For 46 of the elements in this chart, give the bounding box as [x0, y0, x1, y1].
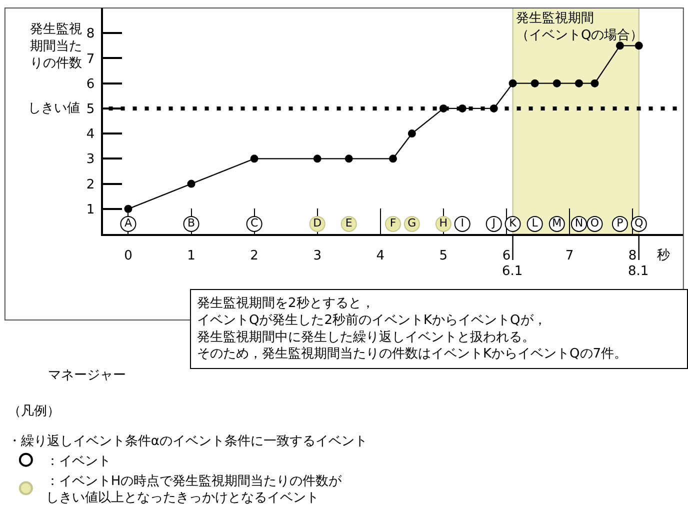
y-tick-label: 1: [86, 202, 95, 218]
legend-label: ：イベント: [46, 454, 111, 469]
data-label: J: [491, 216, 496, 230]
ref-line-label: しきい値: [28, 101, 80, 116]
data-label: O: [590, 216, 600, 230]
y-tick-label: 2: [86, 177, 95, 192]
data-label: P: [616, 216, 624, 230]
x-tick-label: 1: [187, 248, 196, 264]
y-tick-label: 5: [86, 102, 95, 117]
x-axis-title: 秒: [657, 248, 670, 263]
x-tick-label: 0: [124, 248, 132, 264]
data-label: N: [574, 216, 584, 230]
x-tick-label: 2: [250, 248, 258, 264]
y-tick-label: 8: [86, 26, 95, 42]
text: マネージャー: [48, 368, 126, 383]
data-label: C: [250, 216, 258, 230]
data-label: L: [532, 216, 539, 230]
data-label: I: [460, 216, 464, 230]
data-label: A: [124, 216, 132, 230]
data-label: E: [345, 216, 352, 230]
y-tick-label: 4: [86, 127, 95, 142]
annotation: 8.1: [628, 264, 649, 279]
y-tick-label: 6: [86, 76, 95, 92]
data-label: M: [552, 216, 562, 230]
y-tick-label: 7: [86, 52, 95, 67]
annotation: 6.1: [502, 264, 523, 279]
y-tick-label: 3: [86, 152, 95, 168]
x-tick-label: 8: [628, 248, 637, 264]
x-tick-label: 6: [502, 248, 511, 264]
legend-label: ：イベントHの時点で発生監視期間当たりの件数がしきい値以上となったきっかけとなるイベント: [46, 474, 343, 506]
text: （凡例）: [8, 404, 60, 419]
data-label: F: [390, 216, 396, 230]
x-tick-label: 7: [565, 248, 574, 264]
legend-title: ・繰り返しイベント条件αのイベント条件に一致するイベント: [8, 434, 368, 449]
text: 発生監視期間を2秒とすると，イベントQが発生した2秒前のイベントKからイベントQが，発生監視期間中に発生した繰り返しイベントと扱われる。そのため，発生監視期間当たりの件数はイベントKからイベントQの7件。: [197, 296, 628, 362]
band-label: 発生監視期間（イベントQの場合）: [516, 11, 644, 43]
x-tick-label: 3: [313, 248, 322, 264]
x-tick-label: 5: [439, 248, 448, 264]
data-label: G: [408, 216, 416, 230]
data-label: B: [187, 216, 196, 230]
data-label: K: [509, 216, 518, 230]
y-axis-title: 発生監視期間当たりの件数: [30, 22, 82, 71]
data-label: D: [313, 216, 322, 230]
x-tick-label: 4: [376, 248, 385, 264]
data-label: Q: [634, 216, 644, 230]
data-label: H: [439, 216, 448, 230]
